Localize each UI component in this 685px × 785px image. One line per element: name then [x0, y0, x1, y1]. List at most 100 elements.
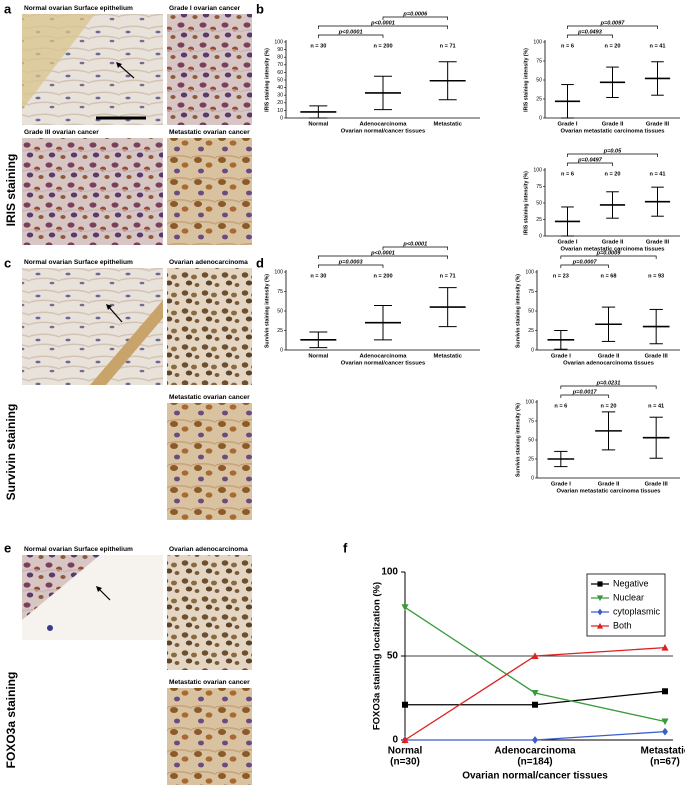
arrow: [117, 63, 135, 79]
y-tick-label: 100: [525, 269, 534, 275]
x-tick-label: Grade I: [551, 482, 571, 488]
marker: [532, 701, 538, 708]
y-tick-label: 20: [277, 100, 283, 106]
marker: [401, 736, 409, 743]
marker: [531, 689, 539, 697]
n-label: n = 6: [554, 403, 567, 409]
x-tick-label: Adenocarcinoma: [359, 122, 407, 128]
marker: [662, 727, 668, 736]
panel-letter: f: [343, 540, 348, 555]
x-tick-label: Grade III: [645, 354, 669, 360]
micrograph-group: [22, 14, 252, 785]
significance-bracket: [382, 246, 449, 250]
x-axis-label: Ovarian normal/cancer tissues: [341, 361, 425, 367]
y-tick-label: 100: [274, 39, 283, 45]
y-tick-label: 50: [536, 200, 542, 206]
p-value: p=0.0006: [402, 11, 428, 17]
micrograph: [167, 555, 252, 670]
legend-marker: [597, 581, 603, 587]
marker: [661, 718, 669, 726]
y-tick-label: 0: [539, 115, 542, 121]
x-axis-label: Ovarian metastatic carcinoma tissues: [556, 489, 660, 495]
n-label: n = 6: [561, 171, 574, 177]
panel-letter: c: [4, 255, 11, 270]
y-tick-label: 90: [277, 47, 283, 53]
y-tick-label: 25: [536, 96, 542, 102]
x-tick-note: (n=184): [517, 757, 552, 768]
arrow: [107, 305, 123, 323]
significance-bracket: [382, 16, 449, 20]
n-label: n = 41: [649, 43, 665, 49]
n-label: n = 41: [648, 403, 664, 409]
p-value: p=0.0231: [596, 380, 621, 386]
n-label: n = 20: [604, 43, 620, 49]
debris: [47, 625, 53, 631]
image-title: Metastatic ovarian cancer: [169, 129, 250, 136]
y-tick-label: 40: [277, 85, 283, 91]
legend-label: cytoplasmic: [613, 606, 661, 616]
y-tick-label: 80: [277, 55, 283, 61]
n-label: n = 41: [649, 171, 665, 177]
panel-side-label: IRIS staining: [4, 154, 18, 227]
micrograph: [22, 138, 163, 245]
micrograph: [167, 138, 252, 245]
n-label: n = 68: [600, 273, 616, 279]
y-tick-label: 75: [528, 418, 534, 424]
x-tick-note: (n=67): [650, 757, 680, 768]
x-tick-label: Grade II: [602, 240, 624, 246]
p-value: p=0.0017: [572, 389, 598, 395]
y-tick-label: 75: [536, 58, 542, 64]
x-tick-label: Metastatic: [641, 746, 685, 757]
significance-bracket: [567, 153, 658, 157]
micrograph: [167, 688, 252, 785]
p-value: p<0.0001: [370, 250, 395, 256]
x-axis-label: Ovarian normal/cancer tissues: [462, 771, 608, 782]
marker: [402, 701, 408, 708]
y-tick-label: 100: [525, 399, 534, 405]
y-tick-label: 0: [280, 347, 283, 353]
arrow-head: [96, 586, 102, 592]
legend-label: Both: [613, 620, 632, 630]
x-tick-label: Metastatic: [433, 354, 462, 360]
p-value: p<0.0001: [370, 20, 395, 26]
n-label: n = 200: [373, 43, 392, 49]
y-tick-label: 0: [531, 347, 534, 353]
micrograph: [167, 268, 252, 385]
micrograph: [22, 268, 163, 385]
y-tick-label: 0: [280, 115, 283, 121]
marker: [662, 688, 668, 695]
p-value: p=0.0493: [577, 29, 603, 35]
y-tick-label: 25: [536, 217, 542, 223]
n-label: n = 6: [561, 43, 574, 49]
significance-bracket: [317, 25, 449, 29]
n-label: n = 30: [310, 273, 326, 279]
image-title: Grade III ovarian cancer: [24, 129, 99, 136]
image-title: Normal ovarian Surface epithelium: [24, 5, 133, 12]
y-tick-label: 50: [277, 77, 283, 83]
significance-bracket: [317, 264, 384, 268]
y-tick-label: 0: [531, 475, 534, 481]
significance-bracket: [560, 394, 609, 398]
y-tick-label: 100: [533, 167, 542, 173]
y-tick-label: 50: [387, 651, 399, 662]
significance-bracket: [317, 255, 449, 259]
p-value: p<0.0001: [402, 241, 427, 247]
panel-letter: b: [256, 1, 264, 16]
x-tick-label: Grade II: [598, 354, 620, 360]
significance-bracket: [560, 264, 609, 268]
legend-marker: [596, 622, 604, 629]
x-tick-label: Normal: [308, 122, 328, 128]
x-tick-label: Grade III: [646, 240, 670, 246]
x-axis-label: Ovarian metastatic carcinoma tissues: [560, 129, 664, 135]
y-tick-label: 50: [528, 437, 534, 443]
legend-marker: [596, 595, 604, 602]
n-label: n = 23: [553, 273, 569, 279]
x-tick-label: Grade I: [558, 240, 578, 246]
p-value: p=0.05: [603, 148, 622, 154]
epithelium-layer: [90, 300, 163, 385]
n-label: n = 20: [604, 171, 620, 177]
x-tick-label: Grade II: [602, 122, 624, 128]
x-tick-label: Grade I: [558, 122, 578, 128]
